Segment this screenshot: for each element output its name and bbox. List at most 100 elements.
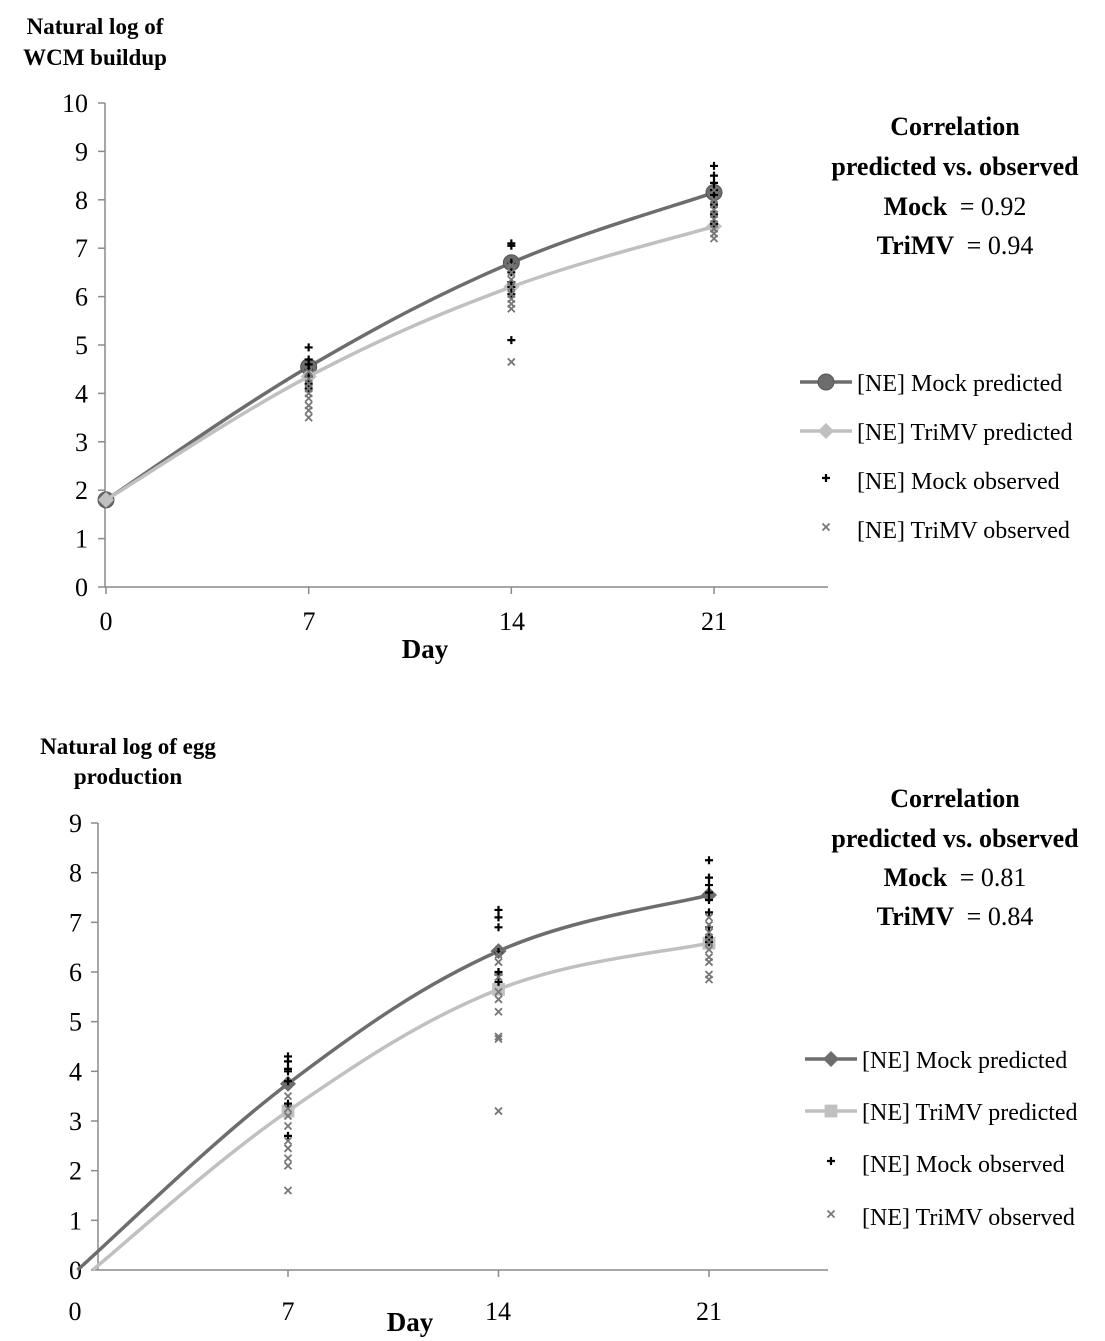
chart-1-observed-points: [304, 161, 719, 422]
chart-1-ylabel-line-1: Natural log of: [27, 14, 164, 39]
chart-1-ytick-label: 4: [75, 379, 88, 408]
chart-2-legend-label: [NE] TriMV predicted: [862, 1100, 1078, 1126]
chart-1-series-2-point: [98, 491, 114, 508]
chart-1-series-4-point: [304, 367, 313, 376]
chart-2-series-4-point: [283, 1154, 293, 1163]
chart-1-series-4-point: [709, 234, 719, 243]
chart-2-ytick-label: 0: [69, 1256, 82, 1285]
chart-2-legend-entry: [NE] Mock predicted: [805, 1048, 1067, 1074]
chart-1-series-4-point: [709, 185, 719, 195]
chart-2-ytick-label: 7: [69, 908, 82, 937]
chart-2-series-3-point: [494, 905, 503, 914]
chart-1-series-4-point: [304, 406, 313, 415]
chart-2-series-3-point: [494, 923, 503, 932]
chart-2-xlabel: Day: [387, 1307, 434, 1337]
chart-1-legend-entry: [NE] TriMV predicted: [800, 420, 1073, 446]
chart-1-legend-entry: [NE] TriMV observed: [821, 518, 1070, 544]
chart-1-ytick-label: 0: [75, 573, 88, 602]
chart-2-series-3-point: [705, 873, 713, 882]
chart-1-series-4-point: [304, 413, 313, 422]
chart-1-series-4-point: [507, 282, 516, 292]
chart-1-series-4-point: [507, 261, 516, 270]
chart-2-series-4-point: [494, 987, 503, 997]
chart-2-series-4-point: [283, 1144, 293, 1153]
chart-2-correlation-trimv-value: = 0.84: [967, 902, 1034, 931]
chart-1-series-4-point: [507, 275, 516, 284]
chart-2-legend-marker: [824, 1104, 838, 1118]
chart-2-series-4-point: [494, 1034, 503, 1044]
chart-2-ytick-label: 6: [69, 958, 82, 987]
chart-1-legend-entry: [NE] Mock predicted: [800, 371, 1062, 397]
chart-2-series-4-point: [494, 950, 503, 959]
chart-2-legend: [NE] Mock predicted [NE] TriMV predicted […: [805, 1048, 1078, 1231]
chart-2-series-3-point: [494, 977, 503, 986]
chart-1-series-1-line: [105, 190, 715, 502]
chart-1-legend-entry: [NE] Mock observed: [822, 469, 1060, 495]
chart-2-series-4-point: [704, 975, 714, 984]
chart-1-ytick-label: 6: [75, 283, 88, 312]
chart-1-correlation-trimv-label: TriMV: [877, 231, 955, 260]
chart-2-correlation-mock-label: Mock: [884, 863, 948, 892]
chart-2-series-4-point: [283, 1111, 293, 1121]
chart-2-series-4-point: [283, 1186, 293, 1195]
chart-1-series-3-point: [710, 190, 718, 199]
chart-2-series-4-point: [494, 1007, 503, 1016]
chart-1-xtick-label: 14: [499, 607, 525, 636]
chart-2-series-4-point: [283, 1121, 293, 1131]
chart-2-legend-label: [NE] Mock observed: [862, 1152, 1065, 1178]
chart-1-series-2-line: [105, 224, 715, 502]
chart-1-axes: 0 1 2 3 4 5 6 7 8 9 10 0 7 14 21: [62, 89, 828, 636]
chart-2-series-4-point: [704, 913, 714, 922]
chart-2-correlation-box: Correlation predicted vs. observed Mock …: [831, 784, 1079, 931]
chart-1-ylabel-line-2: WCM buildup: [23, 45, 167, 70]
chart-1-series-3-point: [710, 171, 718, 180]
chart-1-series-3-point: [710, 178, 718, 187]
chart-2-legend-label: [NE] Mock predicted: [862, 1048, 1067, 1074]
chart-2-xtick-label: 7: [282, 1297, 295, 1326]
chart-1-legend-marker: [821, 522, 831, 532]
chart-2-series-3-point: [705, 908, 713, 917]
chart-2-series-2-line: [91, 941, 710, 1272]
chart-2-correlation-trimv: TriMV = 0.84: [877, 902, 1034, 931]
chart-2-correlation-mock: Mock = 0.81: [884, 863, 1027, 892]
chart-2-series-3-point: [705, 881, 713, 890]
chart-2: Natural log of egg production 0 1 2 3 4 5 6 7 8 9…: [40, 734, 1079, 1337]
chart-2-series-4-point: [704, 957, 714, 967]
chart-2-series-4-point: [283, 1104, 293, 1113]
chart-2-ylabel-line-1: Natural log of egg: [40, 734, 216, 759]
chart-2-legend-label: [NE] TriMV observed: [862, 1205, 1075, 1231]
chart-2-series-4-point: [283, 1161, 293, 1170]
chart-1-legend-label: [NE] TriMV observed: [857, 518, 1070, 544]
chart-1-legend-marker: [822, 474, 830, 482]
chart-2-observed-points: [283, 856, 714, 1195]
chart-1-xtick-label: 7: [303, 607, 316, 636]
chart-2-ytick-label: 3: [69, 1107, 82, 1136]
chart-2-axes: 0 1 2 3 4 5 6 7 8 9 0 7 14 21: [69, 809, 828, 1326]
chart-1-series-4-point: [507, 304, 516, 313]
chart-2-series-4-point: [704, 945, 714, 954]
chart-2-ytick-label: 1: [69, 1206, 82, 1235]
chart-1-series-lines: [97, 184, 723, 509]
chart-2-series-3-point: [705, 888, 713, 897]
chart-1-correlation-mock-label: Mock: [884, 192, 948, 221]
chart-1-xtick-label: 21: [701, 607, 727, 636]
chart-1-correlation-mock-value: = 0.92: [960, 192, 1027, 221]
chart-2-legend-entry: [NE] TriMV observed: [826, 1205, 1075, 1231]
chart-2-series-4-point: [704, 938, 714, 947]
chart-1-correlation-trimv: TriMV = 0.94: [877, 231, 1034, 260]
chart-1: Natural log of WCM buildup 0123456789100…: [23, 14, 1079, 664]
chart-1-legend-label: [NE] TriMV predicted: [857, 420, 1073, 446]
chart-1-correlation-title-2: predicted vs. observed: [831, 152, 1079, 181]
chart-2-series-3-point: [494, 913, 503, 922]
chart-1-ytick-label: 10: [62, 89, 88, 118]
chart-1-series-4-point: [304, 394, 313, 403]
chart-2-legend-entry: [NE] TriMV predicted: [805, 1100, 1078, 1126]
chart-2-correlation-title-1: Correlation: [890, 784, 1020, 813]
chart-1-correlation-mock: Mock = 0.92: [884, 192, 1027, 221]
chart-2-series-4-point: [704, 920, 714, 929]
chart-1-series-3-point: [507, 241, 516, 250]
chart-2-series-4-point: [494, 972, 503, 982]
chart-2-series-3-point: [284, 1067, 292, 1076]
chart-1-xlabel: Day: [402, 634, 449, 664]
chart-1-legend-marker: [817, 373, 835, 391]
